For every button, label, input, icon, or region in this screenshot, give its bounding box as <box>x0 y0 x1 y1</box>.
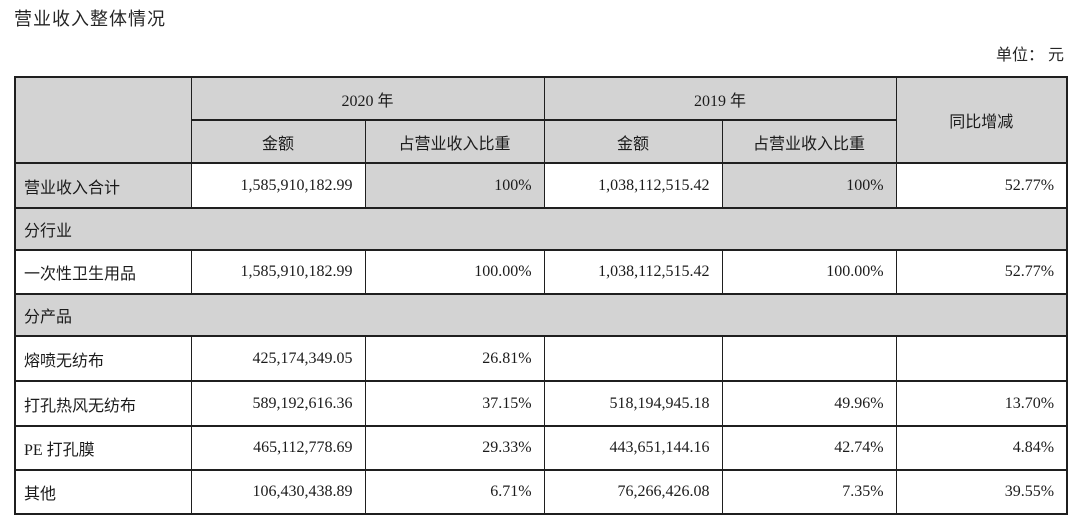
row-label: 一次性卫生用品 <box>14 249 192 295</box>
col-header-ratio-2020: 占营业收入比重 <box>364 119 545 164</box>
table-row-meltblown: 熔喷无纺布 425,174,349.05 26.81% <box>14 335 1068 382</box>
page-title: 营业收入整体情况 <box>14 9 166 29</box>
header-row-measures: 金额 占营业收入比重 金额 占营业收入比重 <box>15 119 1067 164</box>
cell-ratio-2020: 26.81% <box>364 335 545 382</box>
table-row-hygiene: 一次性卫生用品 1,585,910,182.99 100.00% 1,038,1… <box>14 249 1068 295</box>
section-row-industry: 分行业 <box>14 207 1068 251</box>
cell-ratio-2020: 100% <box>364 162 545 209</box>
cell-yoy: 39.55% <box>895 469 1068 515</box>
cell-amount-2020: 589,192,616.36 <box>190 380 366 427</box>
cell-amount-2020: 106,430,438.89 <box>190 469 366 515</box>
col-header-2020: 2020 年 <box>190 76 545 121</box>
cell-amount-2019: 518,194,945.18 <box>543 380 723 427</box>
cell-yoy: 52.77% <box>895 162 1068 209</box>
section-label: 分行业 <box>14 207 1068 251</box>
cell-ratio-2020: 6.71% <box>364 469 545 515</box>
header-row-years: 2020 年 2019 年 同比增减 <box>14 76 1068 164</box>
unit-label: 单位： 元 <box>995 47 1064 64</box>
cell-amount-2019: 1,038,112,515.42 <box>543 249 723 295</box>
cell-ratio-2019: 100% <box>721 162 897 209</box>
cell-yoy <box>895 335 1068 382</box>
col-header-amount-2019: 金额 <box>543 119 723 164</box>
col-header-yoy: 同比增减 <box>895 76 1068 164</box>
cell-ratio-2019 <box>721 335 897 382</box>
row-label: 打孔热风无纺布 <box>14 380 192 427</box>
cell-ratio-2020: 100.00% <box>364 249 545 295</box>
col-header-amount-2020: 金额 <box>190 119 366 164</box>
cell-ratio-2019: 42.74% <box>721 425 897 471</box>
cell-ratio-2020: 37.15% <box>364 380 545 427</box>
cell-ratio-2019: 49.96% <box>721 380 897 427</box>
revenue-table: 2020 年 2019 年 同比增减 金额 占营业收入比重 金额 占营业收入比重… <box>14 76 1069 515</box>
cell-yoy: 52.77% <box>895 249 1068 295</box>
cell-amount-2020: 465,112,778.69 <box>190 425 366 471</box>
row-label: 其他 <box>14 469 192 515</box>
cell-amount-2019: 76,266,426.08 <box>543 469 723 515</box>
cell-ratio-2019: 100.00% <box>721 249 897 295</box>
cell-yoy: 13.70% <box>895 380 1068 427</box>
cell-amount-2020: 425,174,349.05 <box>190 335 366 382</box>
cell-amount-2020: 1,585,910,182.99 <box>190 162 366 209</box>
row-label: PE 打孔膜 <box>14 425 192 471</box>
cell-yoy: 4.84% <box>895 425 1068 471</box>
table-row-pe-film: PE 打孔膜 465,112,778.69 29.33% 443,651,144… <box>14 425 1068 471</box>
col-header-2019: 2019 年 <box>543 76 897 121</box>
row-label: 营业收入合计 <box>14 162 192 209</box>
cell-amount-2020: 1,585,910,182.99 <box>190 249 366 295</box>
cell-ratio-2020: 29.33% <box>364 425 545 471</box>
table-row-total: 营业收入合计 1,585,910,182.99 100% 1,038,112,5… <box>14 162 1068 209</box>
cell-ratio-2019: 7.35% <box>721 469 897 515</box>
section-label: 分产品 <box>14 293 1068 337</box>
table-row-perforated-hotair: 打孔热风无纺布 589,192,616.36 37.15% 518,194,94… <box>14 380 1068 427</box>
col-header-ratio-2019: 占营业收入比重 <box>721 119 897 164</box>
cell-amount-2019: 1,038,112,515.42 <box>543 162 723 209</box>
cell-amount-2019 <box>543 335 723 382</box>
row-label: 熔喷无纺布 <box>14 335 192 382</box>
table-row-other: 其他 106,430,438.89 6.71% 76,266,426.08 7.… <box>14 469 1068 515</box>
corner-cell <box>14 76 192 164</box>
section-row-product: 分产品 <box>14 293 1068 337</box>
cell-amount-2019: 443,651,144.16 <box>543 425 723 471</box>
